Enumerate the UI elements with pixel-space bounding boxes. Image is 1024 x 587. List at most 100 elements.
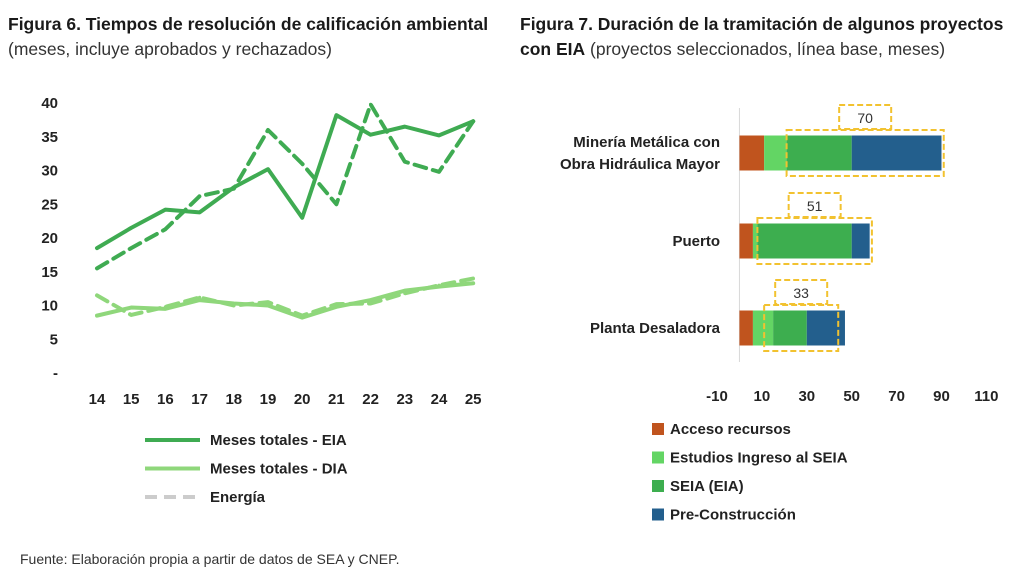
- x-tick-label: 70: [888, 388, 905, 405]
- legend-label: Acceso recursos: [670, 421, 791, 438]
- y-tick-label: 20: [41, 230, 58, 247]
- data-point: [334, 113, 338, 117]
- y-tick-label: 35: [41, 129, 58, 146]
- bar-segment-acceso: [739, 223, 753, 259]
- legend-swatch-acceso: [652, 423, 664, 435]
- category-label: Puerto: [672, 233, 720, 250]
- total-label: 70: [857, 110, 873, 126]
- figure-6-subtitle: (meses, incluye aprobados y rechazados): [8, 39, 332, 59]
- x-tick-label: 16: [157, 391, 174, 408]
- data-point: [129, 226, 133, 230]
- x-tick-label: 15: [123, 391, 140, 408]
- x-tick-label: -10: [706, 388, 728, 405]
- data-point: [266, 303, 270, 308]
- data-point: [163, 227, 167, 231]
- x-tick-label: 23: [396, 391, 413, 408]
- dia-series-line: [95, 281, 476, 320]
- data-point: [232, 303, 236, 308]
- data-point: [403, 291, 407, 295]
- x-tick-label: 20: [294, 391, 311, 408]
- figure-6-title: Figura 6. Tiempos de resolución de calif…: [8, 12, 498, 62]
- source-note: Fuente: Elaboración propia a partir de d…: [20, 551, 400, 567]
- bar-segment-estudios: [752, 223, 758, 259]
- eia-series-line: [95, 113, 476, 251]
- data-point: [471, 119, 475, 123]
- data-point: [163, 305, 167, 309]
- data-point: [334, 302, 338, 306]
- data-point: [129, 246, 133, 250]
- data-point: [232, 187, 236, 191]
- x-tick-label: 90: [933, 388, 950, 405]
- data-point: [95, 246, 99, 250]
- y-tick-label: 10: [41, 298, 58, 315]
- data-point: [198, 295, 202, 299]
- data-point: [163, 208, 167, 212]
- bar-segment-acceso: [739, 135, 765, 171]
- data-point: [95, 293, 99, 297]
- data-point: [300, 162, 304, 166]
- data-point: [471, 276, 475, 281]
- bar-segment-seia: [786, 135, 852, 171]
- data-point: [95, 266, 99, 270]
- figure-7-subtitle: (proyectos seleccionados, línea base, me…: [590, 39, 946, 59]
- legend-swatch-precons: [652, 508, 664, 521]
- x-tick-label: 17: [191, 391, 208, 408]
- total-label-box: [838, 104, 893, 130]
- total-label: 51: [807, 198, 823, 214]
- x-tick-label: 10: [754, 388, 771, 405]
- figure-7-title-main: Figura 7. Duración de la tramitación de …: [520, 14, 1004, 59]
- data-point: [129, 305, 133, 310]
- total-label-box: [787, 192, 842, 218]
- legend-label: Meses totales - EIA: [210, 432, 347, 449]
- data-point: [198, 210, 202, 214]
- data-point: [266, 167, 270, 171]
- bar-segment-precons: [851, 223, 870, 259]
- legend-label: SEIA (EIA): [670, 478, 744, 495]
- eia-dashed-series-line: [95, 102, 476, 271]
- legend-label: Estudios Ingreso al SEIA: [670, 450, 848, 467]
- data-point: [369, 301, 373, 306]
- bar-segment-precons: [806, 310, 845, 346]
- total-label: 33: [793, 285, 809, 301]
- dia-dashed-series-line: [95, 276, 476, 318]
- y-tick-label: 30: [41, 163, 58, 180]
- legend-label: Pre-Construcción: [670, 507, 796, 524]
- y-tick-label: 15: [41, 264, 58, 281]
- data-point: [334, 202, 338, 206]
- data-point: [300, 314, 304, 318]
- data-point: [95, 314, 99, 318]
- data-point: [198, 298, 202, 302]
- data-point: [403, 160, 407, 164]
- data-point: [198, 194, 202, 198]
- bar-segment-acceso: [739, 310, 753, 346]
- data-point: [437, 133, 441, 137]
- figure-6-title-main: Figura 6. Tiempos de resolución de calif…: [8, 14, 489, 34]
- legend-label: Meses totales - DIA: [210, 461, 348, 478]
- category-label: Planta Desaladora: [590, 320, 721, 337]
- y-tick-label: 25: [41, 196, 58, 213]
- data-point: [300, 216, 304, 220]
- y-tick-label: -: [53, 365, 58, 382]
- data-point: [437, 283, 441, 287]
- figure-7-title: Figura 7. Duración de la tramitación de …: [520, 12, 1015, 62]
- bar-segment-precons: [851, 135, 942, 171]
- bar-segment-seia: [773, 310, 807, 346]
- data-point: [266, 300, 270, 304]
- data-point: [266, 128, 270, 132]
- legend-swatch-estudios: [652, 451, 664, 464]
- bar-segment-seia: [757, 223, 852, 259]
- x-tick-label: 50: [843, 388, 860, 405]
- data-point: [369, 133, 373, 137]
- x-tick-label: 21: [328, 391, 345, 408]
- data-point: [437, 170, 441, 174]
- x-tick-label: 22: [362, 391, 379, 408]
- x-tick-label: 18: [225, 391, 242, 408]
- y-tick-label: 5: [50, 331, 58, 348]
- data-point: [403, 125, 407, 129]
- x-tick-label: 14: [89, 391, 106, 408]
- x-tick-label: 24: [431, 391, 448, 408]
- legend-label: Energía: [210, 489, 266, 506]
- data-point: [369, 102, 373, 106]
- category-label: Minería Metálica con: [573, 134, 720, 151]
